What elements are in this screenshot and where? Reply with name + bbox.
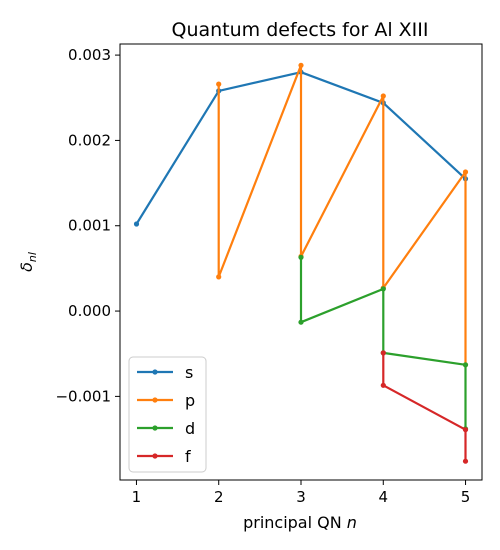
y-tick-label-3: 0.002	[68, 131, 111, 149]
x-axis-label-var: n	[347, 513, 357, 532]
series-d-point-4	[462, 362, 469, 368]
legend-marker-p	[152, 397, 158, 403]
y-axis-label: δnl	[17, 252, 39, 272]
legend-label-s: s	[185, 363, 193, 382]
series-d-point-2	[380, 286, 386, 292]
ticks-layer: 1 2 3 4 5 −0.001 0.000 0.001 0.002 0.003	[55, 46, 470, 506]
legend-label-p: p	[185, 391, 195, 410]
x-axis-label-text: principal QN	[243, 513, 347, 532]
x-tick-label-3: 4	[378, 488, 388, 506]
series-f-point-1	[380, 382, 386, 388]
legend-marker-f	[152, 453, 158, 459]
series-d-point-1	[298, 319, 304, 325]
legend-label-d: d	[185, 419, 195, 438]
x-tick-label-1: 2	[214, 488, 224, 506]
legend-marker-d	[152, 425, 158, 431]
series-p-point-0	[216, 81, 222, 87]
series-p-point-1	[216, 274, 222, 280]
x-tick-label-0: 1	[132, 488, 142, 506]
series-f-point-2	[462, 427, 469, 433]
series-p-point-4	[380, 93, 386, 99]
series-f-point-0	[380, 350, 386, 356]
legend-marker-s	[152, 369, 158, 375]
x-axis-label: principal QN n	[243, 513, 357, 532]
y-axis-label-main: δ	[17, 262, 36, 272]
x-tick-label-2: 3	[296, 488, 306, 506]
series-p-point-2	[298, 62, 304, 68]
y-tick-label-1: 0.000	[68, 302, 111, 320]
series-f-point-3	[462, 458, 469, 464]
y-tick-label-4: 0.003	[68, 46, 111, 64]
legend-box	[128, 356, 207, 473]
series-f	[380, 350, 469, 464]
series-d-line	[299, 257, 467, 429]
series-f-line	[382, 352, 467, 462]
y-tick-label-0: −0.001	[55, 387, 111, 405]
x-tick-label-4: 5	[461, 488, 471, 506]
series-p	[216, 62, 469, 368]
series-layer	[133, 62, 469, 464]
series-d-point-0	[298, 254, 304, 260]
series-s-point-0	[133, 221, 140, 227]
y-tick-label-2: 0.001	[68, 217, 111, 235]
chart-title: Quantum defects for Al XIII	[172, 19, 429, 41]
y-axis-label-sub: nl	[26, 252, 39, 262]
series-p-point-6	[462, 169, 469, 175]
legend-label-f: f	[185, 447, 191, 466]
series-p-line	[217, 64, 467, 365]
